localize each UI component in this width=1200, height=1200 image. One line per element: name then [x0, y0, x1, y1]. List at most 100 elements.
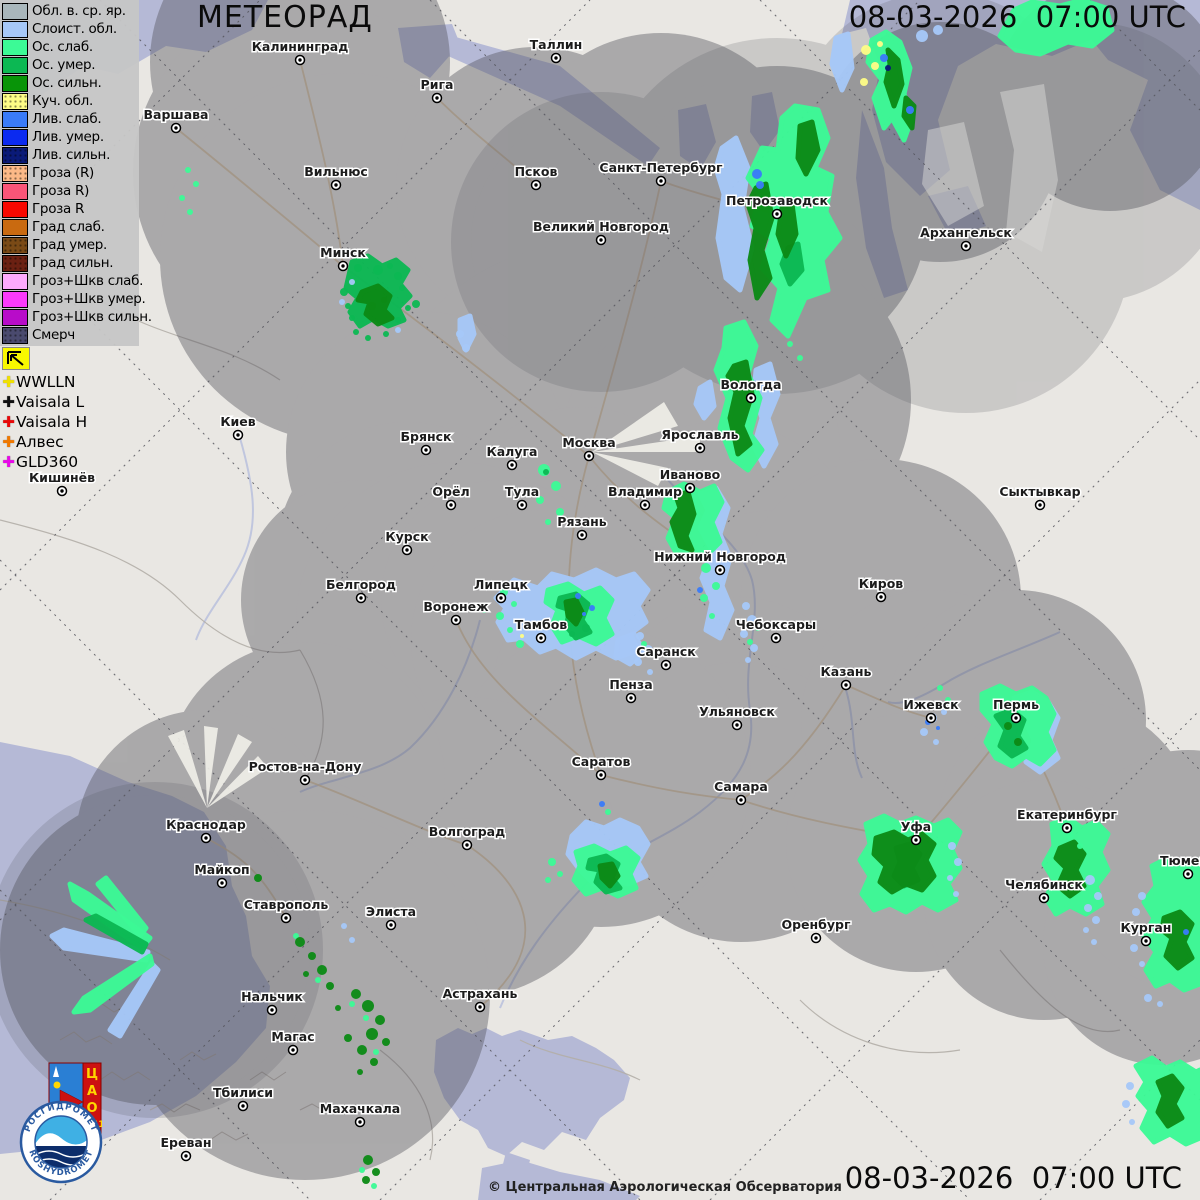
- city: Магас: [270, 1028, 316, 1056]
- legend-swatch: [2, 272, 28, 290]
- city: Брянск: [399, 428, 454, 456]
- legend-item: Гроз+Шкв умер.: [2, 290, 146, 308]
- legend-swatch: [2, 146, 28, 164]
- city-marker-dot: [184, 1154, 188, 1158]
- city: Нижний Новгород: [653, 548, 787, 576]
- city: Пенза: [608, 676, 654, 704]
- legend-swatch: [2, 182, 28, 200]
- city-label: Пенза: [609, 677, 652, 692]
- city-marker-dot: [465, 843, 469, 847]
- city-label: Ереван: [161, 1135, 212, 1150]
- city: Казань: [819, 663, 873, 691]
- city-marker-dot: [520, 503, 524, 507]
- city-label: Екатеринбург: [1017, 807, 1117, 822]
- city: Майкоп: [193, 861, 251, 889]
- legend-swatch: [2, 254, 28, 272]
- city-label: Вологда: [721, 377, 782, 392]
- city: Санкт-Петербург: [598, 159, 725, 187]
- legend-item: Град слаб.: [2, 218, 139, 236]
- lightning-legend-item: ✚ GLD360: [1, 452, 87, 472]
- city-label: Вильнюс: [304, 164, 368, 179]
- city-label: Брянск: [400, 429, 452, 444]
- city-label: Орёл: [432, 484, 469, 499]
- city-marker-dot: [341, 264, 345, 268]
- legend-label: Град слаб.: [32, 219, 105, 235]
- city-marker-dot: [499, 596, 503, 600]
- city-marker-dot: [659, 179, 663, 183]
- legend-item: Гроз+Шкв слаб.: [2, 272, 143, 290]
- city: Варшава: [142, 106, 210, 134]
- city-marker-dot: [914, 838, 918, 842]
- city: Воронеж: [422, 598, 491, 626]
- cao-letter-2: А: [87, 1084, 97, 1099]
- river-layer: [195, 437, 1061, 1009]
- city-label: Волгоград: [429, 824, 505, 839]
- legend-swatch: [2, 74, 28, 92]
- city-label: Магас: [271, 1029, 314, 1044]
- city-label: Владимир: [608, 484, 682, 499]
- city-label: Кишинёв: [29, 470, 95, 485]
- city: Чебоксары: [734, 616, 818, 644]
- lightning-cross-icon: ✚: [2, 412, 15, 431]
- legend-label: Гроз+Шкв сильн.: [32, 309, 152, 325]
- city-label: Ижевск: [903, 697, 959, 712]
- city: Астрахань: [441, 985, 519, 1013]
- city-marker-dot: [60, 489, 64, 493]
- city: Краснодар: [165, 816, 247, 844]
- city-marker-dot: [580, 533, 584, 537]
- legend-label: Обл. в. ср. яр.: [32, 3, 126, 19]
- city-label: Уфа: [901, 819, 931, 834]
- city-marker-dot: [539, 636, 543, 640]
- city-label: Оренбург: [781, 917, 851, 932]
- legend-item: Ос. сильн.: [2, 74, 139, 92]
- city-marker-dot: [236, 433, 240, 437]
- city-label: Казань: [821, 664, 872, 679]
- city-marker-dot: [270, 1008, 274, 1012]
- city-marker-dot: [964, 244, 968, 248]
- city: Самара: [713, 778, 769, 806]
- legend-label: Смерч: [32, 327, 75, 343]
- city: Курск: [384, 528, 431, 556]
- city-label: Краснодар: [166, 817, 246, 832]
- city-label: Ульяновск: [699, 704, 775, 719]
- city-label: Ростов-на-Дону: [249, 759, 362, 774]
- tornado-symbol-icon: [2, 347, 30, 370]
- city-label: Тамбов: [515, 617, 567, 632]
- legend-label: Гроза R: [32, 201, 85, 217]
- lightning-legend-item: ✚ Vaisala L: [1, 392, 87, 412]
- city-label: Псков: [515, 164, 558, 179]
- city: Киров: [857, 575, 905, 603]
- page-title: МЕТЕОРАД: [197, 0, 373, 35]
- city-label: Нижний Новгород: [654, 549, 786, 564]
- city-label: Тула: [505, 484, 539, 499]
- legend-label: Град умер.: [32, 237, 108, 253]
- city-label: Тбилиси: [213, 1085, 273, 1100]
- city-marker-dot: [774, 636, 778, 640]
- city: Элиста: [364, 903, 418, 931]
- lightning-network-label: GLD360: [16, 453, 79, 471]
- legend-item: Ос. слаб.: [2, 38, 139, 56]
- city: Челябинск: [1004, 876, 1085, 904]
- city-marker-dot: [698, 446, 702, 450]
- legend-swatch: [2, 200, 28, 218]
- city: Иваново: [658, 466, 722, 494]
- city: Орёл: [431, 483, 471, 511]
- city-marker-dot: [358, 1120, 362, 1124]
- city: Уфа: [899, 818, 933, 846]
- legend-swatch: [2, 218, 28, 236]
- legend-label: Слоист. обл.: [32, 21, 117, 37]
- city-label: Петрозаводск: [726, 193, 828, 208]
- city-marker-dot: [1065, 826, 1069, 830]
- legend-label: Куч. обл.: [32, 93, 93, 109]
- city: Тюмень: [1159, 852, 1200, 880]
- legend-swatch: [2, 326, 28, 344]
- city-label: Липецк: [474, 577, 529, 592]
- city-label: Калининград: [252, 39, 349, 54]
- city-marker-dot: [204, 836, 208, 840]
- cao-letter-3: О: [86, 1101, 97, 1116]
- terrain-layer: [59, 1003, 339, 1141]
- city-marker-dot: [510, 463, 514, 467]
- legend-label: Лив. слаб.: [32, 111, 102, 127]
- legend-swatch: [2, 38, 28, 56]
